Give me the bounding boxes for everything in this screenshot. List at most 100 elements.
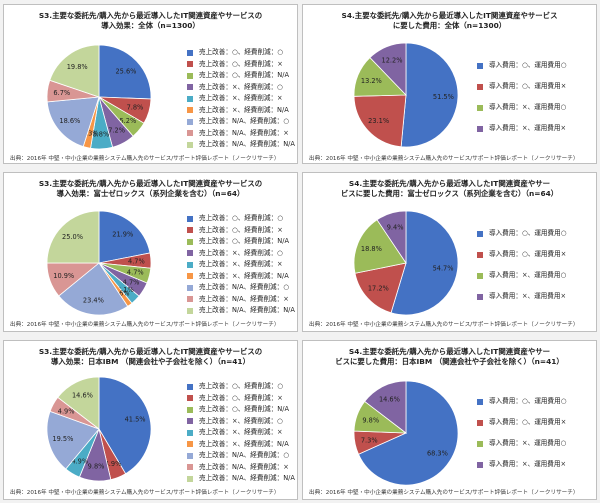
legend-item: 売上改善：N/A、経費削減：× bbox=[187, 128, 295, 140]
chart-legend: 導入費用：○、運用費用○ 導入費用：○、運用費用× 導入費用：×、運用費用○ 導入費用… bbox=[477, 55, 566, 139]
data-label: 1.6% bbox=[113, 289, 130, 297]
chart-legend: 売上改善：○、経費削減：○ 売上改善：○、経費削減：× 売上改善：○、経費削減：N/… bbox=[187, 213, 295, 317]
legend-swatch bbox=[477, 419, 483, 426]
legend-swatch bbox=[477, 230, 483, 237]
data-label: 4.9% bbox=[58, 407, 75, 415]
legend-item: 導入費用：○、運用費用○ bbox=[477, 223, 566, 244]
legend-swatch bbox=[187, 273, 193, 280]
legend-item: 売上改善：×、経費削減：N/A bbox=[187, 271, 295, 283]
legend-label: 売上改善：N/A、経費削減：○ bbox=[199, 117, 289, 125]
legend-item: 導入費用：×、運用費用× bbox=[477, 118, 566, 139]
legend-label: 導入費用：○、運用費用○ bbox=[489, 397, 567, 405]
legend-item: 売上改善：×、経費削減：○ bbox=[187, 82, 295, 94]
data-label: 6.7% bbox=[53, 89, 70, 97]
data-label: 2.3% bbox=[82, 130, 99, 138]
legend-item: 導入費用：○、運用費用× bbox=[477, 412, 566, 433]
legend-item: 導入費用：×、運用費用○ bbox=[477, 265, 566, 286]
data-label: 6.8% bbox=[92, 131, 109, 139]
data-label: 51.5% bbox=[433, 93, 454, 101]
legend-item: 売上改善：×、経費削減：× bbox=[187, 93, 295, 105]
data-label: 25.6% bbox=[115, 67, 136, 75]
legend-item: 導入費用：○、運用費用○ bbox=[477, 391, 566, 412]
data-label: 18.6% bbox=[59, 117, 80, 125]
data-label: 13.2% bbox=[361, 77, 382, 85]
chart-panel-s3-fujixerox: S3.主要な委託先/購入先から最近導入したIT関連資産やサービスの 導入効果：富… bbox=[3, 172, 298, 332]
legend-item: 売上改善：N/A、経費削減：N/A bbox=[187, 139, 295, 151]
legend-label: 導入費用：×、運用費用○ bbox=[489, 103, 567, 111]
pie-slice bbox=[354, 262, 407, 314]
chart-panel-s3-overall: S3.主要な委託先/購入先から最近導入したIT関連資産やサービスの 導入効果：全… bbox=[3, 4, 298, 164]
legend-label: 導入費用：×、運用費用× bbox=[489, 292, 566, 300]
pie-slice bbox=[98, 44, 152, 100]
data-label: 9.4% bbox=[387, 223, 404, 231]
chart-title: S3.主要な委託先/購入先から最近導入したIT関連資産やサービスの 導入効果：日… bbox=[38, 347, 263, 366]
legend-swatch bbox=[477, 398, 483, 405]
legend-swatch bbox=[187, 475, 193, 482]
pie-slice bbox=[353, 219, 407, 274]
data-label: 19.8% bbox=[67, 63, 88, 71]
pie-chart: 68.3% 7.3% 9.8% 14.6% bbox=[353, 380, 459, 486]
data-label: 9.8% bbox=[88, 463, 105, 471]
legend-item: 売上改善：○、経費削減：○ bbox=[187, 213, 295, 225]
legend-label: 売上改善：×、経費削減：○ bbox=[199, 416, 283, 425]
legend-item: 導入費用：○、運用費用× bbox=[477, 244, 566, 265]
chart-source: 出典：2016年 中堅・中小企業の業務システム購入先のサービス/サポート評価レポ… bbox=[10, 490, 280, 496]
pie-slice bbox=[46, 210, 100, 264]
legend-label: 売上改善：×、経費削減：○ bbox=[199, 248, 283, 257]
legend-swatch bbox=[187, 84, 193, 91]
legend-item: 売上改善：N/A、経費削減：× bbox=[187, 462, 295, 474]
legend-item: 売上改善：N/A、経費削減：× bbox=[187, 294, 295, 306]
legend-item: 売上改善：N/A、経費削減：○ bbox=[187, 116, 295, 128]
legend-swatch bbox=[477, 272, 483, 279]
data-label: 12.2% bbox=[382, 57, 403, 65]
data-label: 7.3% bbox=[361, 436, 378, 444]
legend-label: 導入費用：○、運用費用○ bbox=[489, 61, 567, 69]
legend-label: 売上改善：N/A、経費削減：○ bbox=[199, 451, 289, 459]
legend-label: 売上改善：×、経費削減：× bbox=[199, 260, 283, 268]
chart-title: S4.主要な委託先/購入先から最近導入したIT関連資産やサー ビスに要した費用：… bbox=[335, 347, 564, 366]
legend-label: 売上改善：N/A、経費削減：N/A bbox=[199, 474, 295, 482]
chart-title: S3.主要な委託先/購入先から最近導入したIT関連資産やサービスの 導入効果：全… bbox=[38, 11, 263, 30]
legend-swatch bbox=[187, 72, 193, 79]
legend-swatch bbox=[477, 440, 483, 447]
pie-slice bbox=[400, 42, 459, 148]
data-label: 19.5% bbox=[52, 435, 73, 443]
legend-item: 導入費用：×、運用費用× bbox=[477, 454, 566, 475]
legend-swatch bbox=[477, 251, 483, 258]
chart-panel-s4-ibm: S4.主要な委託先/購入先から最近導入したIT関連資産やサー ビスに要した費用：… bbox=[302, 340, 597, 500]
legend-swatch bbox=[187, 215, 193, 222]
chart-source: 出典：2016年 中堅・中小企業の業務システム購入先のサービス/サポート評価レポ… bbox=[309, 156, 579, 162]
chart-panel-s4-overall: S4.主要な委託先/購入先から最近導入したIT関連資産やサービス に要した費用：… bbox=[302, 4, 597, 164]
data-label: 68.3% bbox=[427, 450, 448, 458]
legend-label: 売上改善：○、経費削減：○ bbox=[199, 382, 284, 390]
legend-swatch bbox=[477, 83, 483, 90]
data-label: 4.7% bbox=[127, 268, 144, 276]
data-label: 7.2% bbox=[108, 126, 125, 134]
legend-swatch bbox=[187, 296, 193, 303]
legend-item: 売上改善：×、経費削減：○ bbox=[187, 248, 295, 260]
legend-item: 売上改善：×、経費削減：× bbox=[187, 427, 295, 439]
legend-swatch bbox=[187, 307, 193, 314]
legend-label: 導入費用：×、運用費用○ bbox=[489, 439, 567, 447]
chart-source: 出典：2016年 中堅・中小企業の業務システム購入先のサービス/サポート評価レポ… bbox=[309, 490, 579, 496]
pie-slice bbox=[49, 44, 100, 98]
data-label: 4.9% bbox=[71, 457, 88, 465]
legend-label: 導入費用：×、運用費用× bbox=[489, 124, 566, 132]
legend-item: 売上改善：○、経費削減：N/A bbox=[187, 404, 295, 416]
legend-label: 売上改善：×、経費削減：○ bbox=[199, 82, 283, 91]
legend-item: 導入費用：○、運用費用○ bbox=[477, 55, 566, 76]
chart-legend: 売上改善：○、経費削減：○ 売上改善：○、経費削減：× 売上改善：○、経費削減：N/… bbox=[187, 47, 295, 151]
legend-swatch bbox=[187, 464, 193, 471]
legend-swatch bbox=[477, 104, 483, 111]
legend-label: 売上改善：N/A、経費削減：N/A bbox=[199, 306, 295, 314]
legend-item: 売上改善：N/A、経費削減：○ bbox=[187, 450, 295, 462]
data-label: 17.2% bbox=[368, 285, 389, 293]
data-label: 4.9% bbox=[105, 460, 122, 468]
pie-chart: 41.5%4.9%9.8%4.9%19.5%4.9%14.6% bbox=[46, 376, 152, 482]
legend-item: 売上改善：○、経費削減：× bbox=[187, 59, 295, 71]
pie-chart: 51.5% 23.1% 13.2% 12.2% bbox=[353, 42, 459, 148]
pie-slice bbox=[376, 210, 407, 265]
legend-swatch bbox=[187, 95, 193, 102]
chart-panel-s3-ibm: S3.主要な委託先/購入先から最近導入したIT関連資産やサービスの 導入効果：日… bbox=[3, 340, 298, 500]
data-label: 4.7% bbox=[123, 279, 140, 287]
